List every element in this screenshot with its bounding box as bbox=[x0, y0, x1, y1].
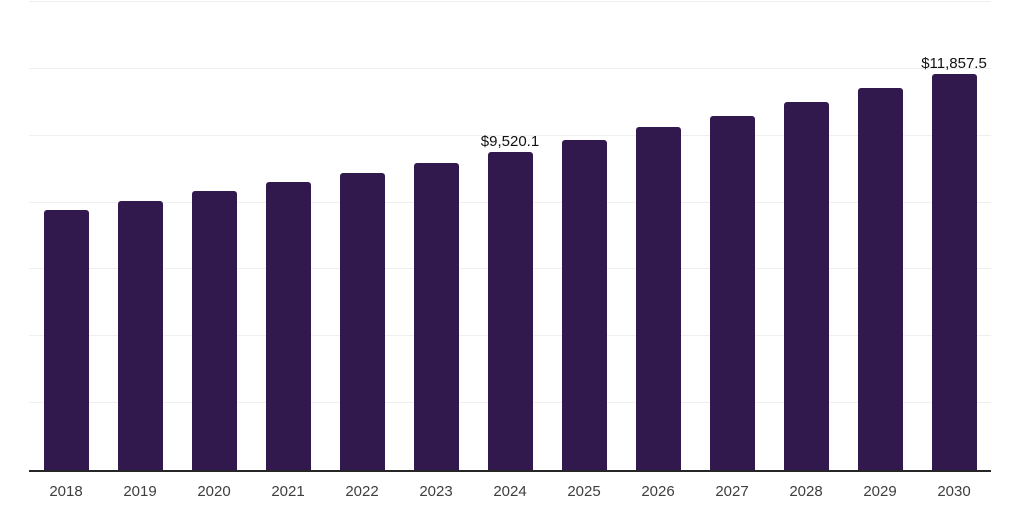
bar-2020 bbox=[191, 191, 237, 470]
x-tick-2023: 2023 bbox=[419, 483, 453, 500]
gridline-12000 bbox=[29, 67, 991, 69]
x-tick-2029: 2029 bbox=[863, 483, 897, 500]
bar-column-2022 bbox=[325, 2, 399, 470]
bar-column-2028 bbox=[769, 2, 843, 470]
bar-column-2023 bbox=[399, 2, 473, 470]
bar-2019 bbox=[117, 200, 163, 470]
bar-2029 bbox=[857, 87, 903, 470]
data-label-2024: $9,520.1 bbox=[480, 132, 540, 150]
gridline-10000 bbox=[29, 134, 991, 136]
gridline-14000 bbox=[29, 1, 991, 2]
data-label-2030: $11,857.5 bbox=[921, 54, 987, 72]
x-tick-2021: 2021 bbox=[271, 483, 305, 500]
bar-column-2030: $11,857.5 bbox=[917, 2, 991, 470]
bar-2018 bbox=[43, 209, 89, 470]
x-axis-labels: 2018 2019 2020 2021 2022 2023 2024 2025 2026 2027… bbox=[29, 483, 991, 501]
bar-2026 bbox=[635, 127, 681, 470]
x-tick-2027: 2027 bbox=[715, 483, 749, 500]
bar-column-2024: $9,520.1 bbox=[473, 2, 547, 470]
x-tick-2025: 2025 bbox=[567, 483, 601, 500]
bar-column-2029 bbox=[843, 2, 917, 470]
x-tick-2018: 2018 bbox=[49, 483, 83, 500]
bar-column-2018 bbox=[29, 2, 103, 470]
x-tick-2026: 2026 bbox=[641, 483, 675, 500]
bar-column-2025 bbox=[547, 2, 621, 470]
bar-2028 bbox=[783, 101, 829, 470]
bar-column-2026 bbox=[621, 2, 695, 470]
x-tick-2022: 2022 bbox=[345, 483, 379, 500]
bar-column-2020 bbox=[177, 2, 251, 470]
bar-2024 bbox=[487, 151, 533, 470]
bar-2025 bbox=[561, 139, 607, 470]
bar-column-2019 bbox=[103, 2, 177, 470]
bar-column-2027 bbox=[695, 2, 769, 470]
bar-2027 bbox=[709, 116, 755, 470]
x-tick-2028: 2028 bbox=[789, 483, 823, 500]
x-tick-2030: 2030 bbox=[937, 483, 971, 500]
plot-area: $9,520.1 $11,857.5 bbox=[29, 1, 991, 472]
x-tick-2019: 2019 bbox=[123, 483, 157, 500]
bar-2023 bbox=[413, 162, 459, 470]
x-tick-2024: 2024 bbox=[493, 483, 527, 500]
x-tick-2020: 2020 bbox=[197, 483, 231, 500]
columns: $9,520.1 $11,857.5 bbox=[29, 2, 991, 470]
bar-2021 bbox=[265, 181, 311, 470]
bar-2030 bbox=[931, 73, 977, 470]
bar-column-2021 bbox=[251, 2, 325, 470]
bar-2022 bbox=[339, 173, 385, 470]
